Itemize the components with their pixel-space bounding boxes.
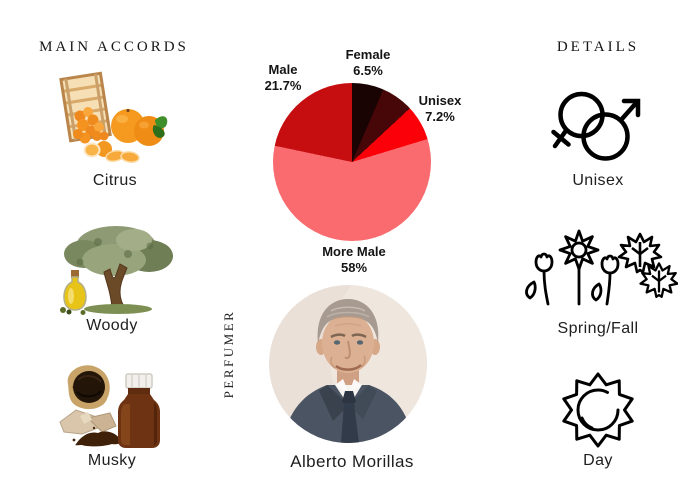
olive-tree-canopy: [64, 226, 173, 276]
pie-label-male: Male 21.7%: [243, 62, 323, 95]
sun-disc: [576, 388, 620, 432]
citrus-image: [59, 71, 168, 163]
left-tulip: [534, 252, 554, 273]
accord-label-citrus: Citrus: [92, 172, 138, 189]
pie-label-more-male-name: More Male: [322, 244, 386, 259]
detail-label-season: Spring/Fall: [557, 320, 639, 337]
pie-label-unisex-pct: 7.2%: [425, 109, 455, 125]
pie-label-unisex-name: Unisex: [418, 93, 462, 108]
musk-pod: [67, 365, 110, 410]
pie-label-female: Female 6.5%: [328, 47, 408, 80]
musk-powder: [75, 431, 122, 447]
peeled-segments: [83, 141, 140, 163]
grass: [84, 304, 152, 314]
perfumer-photo: [269, 285, 427, 443]
accord-label-woody: Woody: [86, 317, 138, 334]
pie-label-more-male-pct: 58%: [340, 260, 368, 276]
details-title: DETAILS: [556, 39, 640, 55]
pie-label-more-male: More Male 58%: [304, 244, 404, 277]
maple-leaf-2: [639, 262, 678, 298]
big-flower: [558, 229, 600, 271]
main-accords-title: MAIN ACCORDS: [39, 39, 189, 55]
accord-label-musky: Musky: [87, 452, 137, 469]
amber-glass-bottle: [118, 373, 160, 448]
big-mandarins: [111, 108, 168, 146]
detail-label-time: Day: [583, 452, 613, 469]
gender-pie-chart: [273, 83, 431, 241]
olive-oil-bottle: [60, 270, 87, 315]
detail-label-gender: Unisex: [572, 172, 624, 189]
male-symbol-arrow: [618, 99, 640, 123]
tree-trunk: [103, 263, 128, 309]
right-tulip: [600, 254, 620, 275]
perfumer-name: Alberto Morillas: [290, 452, 414, 471]
pie-label-male-name: Male: [268, 62, 298, 77]
maple-leaf-1: [617, 232, 663, 274]
perfumer-section-label: PERFUMER: [221, 309, 236, 399]
small-mandarins: [73, 107, 109, 144]
pie-label-unisex: Unisex 7.2%: [400, 93, 480, 126]
sun-rays: [562, 372, 634, 448]
musky-image: [59, 365, 160, 448]
pie-label-female-name: Female: [345, 47, 391, 62]
pie-label-male-pct: 21.7%: [264, 78, 302, 94]
day-sun-icon: [562, 372, 634, 448]
pie-label-female-pct: 6.5%: [353, 63, 383, 79]
male-symbol-circle: [581, 112, 630, 161]
woody-image: [60, 226, 173, 315]
mouth: [335, 364, 362, 371]
season-flowers-leaves-icon: [525, 229, 678, 306]
green-leaf: [155, 116, 168, 129]
unisex-gender-icon: [551, 91, 641, 161]
amber-rocks: [59, 409, 117, 435]
